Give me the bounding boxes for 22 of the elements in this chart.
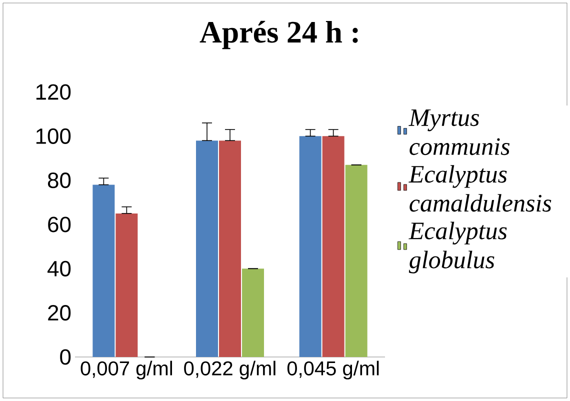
bar bbox=[322, 136, 344, 357]
bar bbox=[219, 140, 242, 357]
bar bbox=[299, 136, 322, 357]
x-tick-label: 0,007 g/ml bbox=[80, 360, 172, 380]
y-tick-label: 0 bbox=[60, 349, 71, 365]
chart-title: Aprés 24 h : bbox=[200, 20, 358, 50]
y-tick-label: 60 bbox=[48, 216, 71, 232]
legend-label: Myrtus communis bbox=[408, 109, 510, 156]
x-tick-label: 0,022 g/ml bbox=[184, 360, 276, 380]
bar bbox=[196, 140, 218, 357]
bar bbox=[116, 213, 138, 357]
legend-label: Ecalyptus globulus bbox=[408, 222, 507, 274]
x-tick-label: 0,045 g/ml bbox=[287, 360, 379, 380]
y-tick-label: 40 bbox=[48, 260, 71, 276]
bar bbox=[242, 268, 264, 357]
bar bbox=[345, 164, 368, 357]
y-tick-label: 120 bbox=[36, 84, 71, 100]
legend-label: Ecalyptus camaldulensis bbox=[408, 165, 552, 212]
y-tick-label: 100 bbox=[36, 128, 71, 144]
bar bbox=[92, 184, 115, 357]
y-tick-label: 20 bbox=[48, 305, 71, 321]
y-tick-label: 80 bbox=[48, 172, 71, 188]
